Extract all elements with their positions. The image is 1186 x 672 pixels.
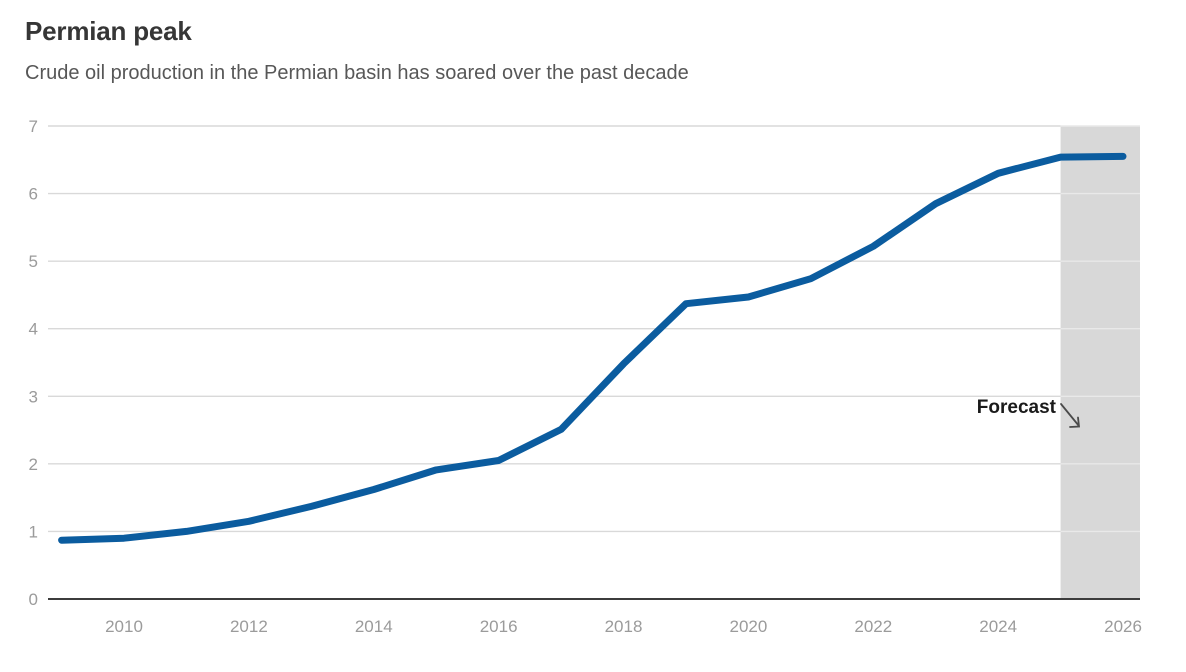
y-axis-tick-label: 1	[29, 522, 38, 541]
y-axis-tick-label: 6	[29, 185, 38, 204]
y-axis-tick-label: 5	[29, 252, 38, 271]
y-axis-tick-label: 2	[29, 455, 38, 474]
production-line	[58, 152, 1127, 544]
y-axis-tick-label: 3	[29, 387, 38, 406]
x-axis-tick-label: 2026	[1104, 617, 1142, 636]
x-axis-tick-label: 2010	[105, 617, 143, 636]
chart-subtitle: Crude oil production in the Permian basi…	[25, 62, 689, 84]
y-axis-tick-label: 4	[29, 320, 38, 339]
x-axis-tick-label: 2020	[729, 617, 767, 636]
forecast-label: Forecast	[977, 397, 1057, 418]
x-axis-tick-label: 2014	[355, 617, 393, 636]
x-axis-tick-label: 2024	[979, 617, 1017, 636]
x-axis-tick-label: 2018	[605, 617, 643, 636]
x-axis-tick-label: 2016	[480, 617, 518, 636]
forecast-band	[1060, 126, 1140, 599]
forecast-arrow-icon	[1060, 403, 1080, 428]
y-axis-tick-label: 7	[29, 117, 38, 136]
x-axis-tick-label: 2022	[854, 617, 892, 636]
y-axis-tick-label: 0	[29, 590, 38, 609]
x-axis-tick-label: 2012	[230, 617, 268, 636]
chart-title: Permian peak	[25, 16, 192, 46]
chart-layers: 0 1 2 3 4 5 6 7 2010 2012 2014 2016 2018 2020 2022 2024…	[29, 117, 1142, 636]
